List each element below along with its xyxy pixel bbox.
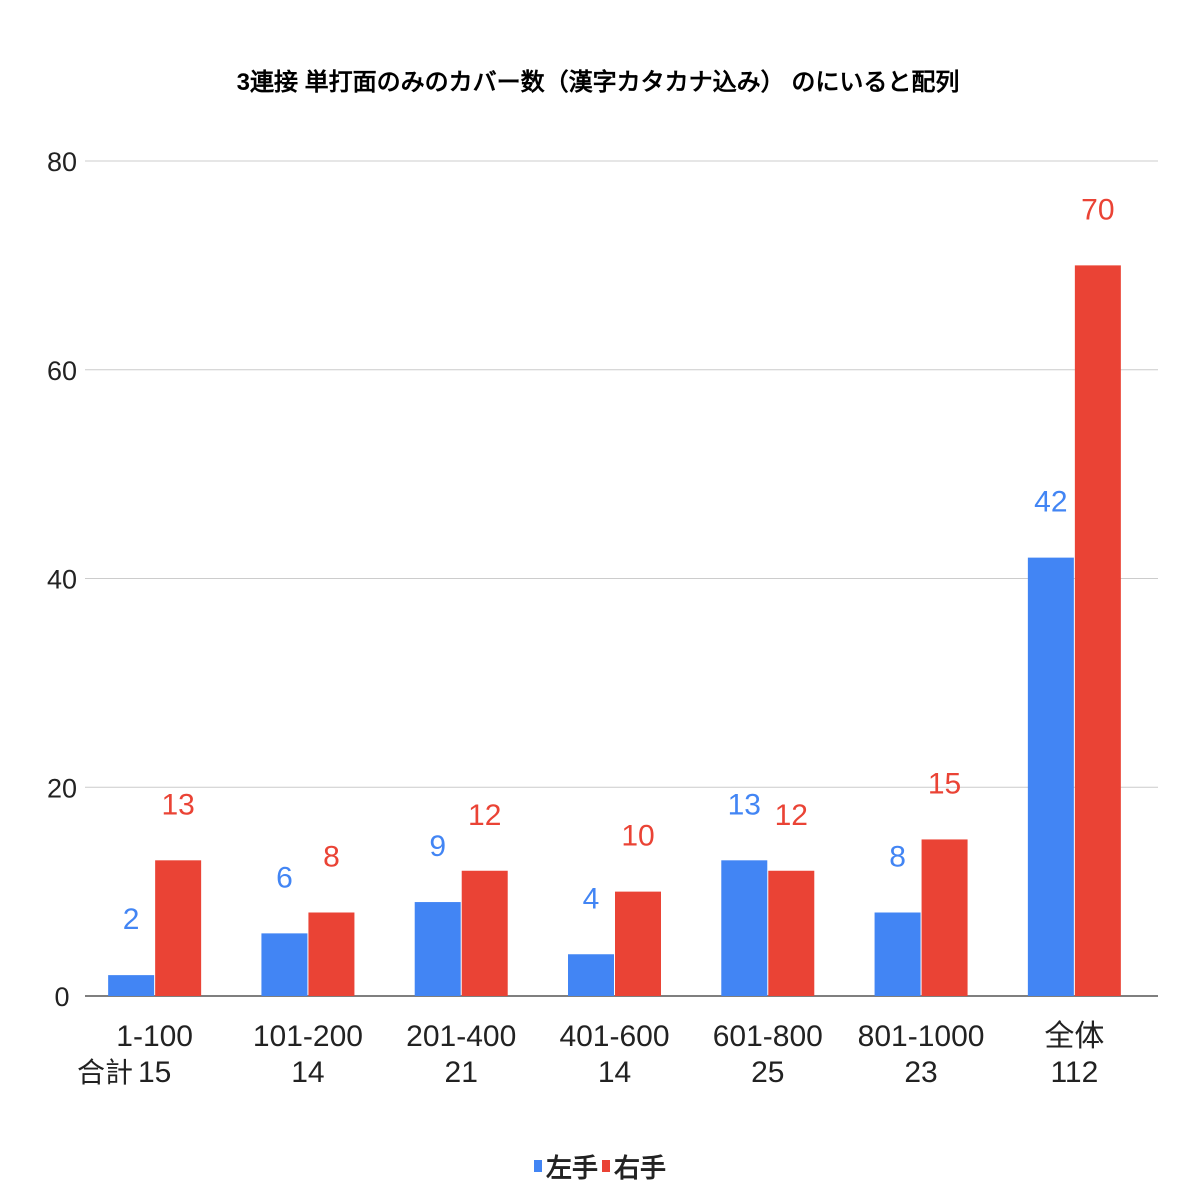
- x-tick-label: 1-100: [116, 1020, 193, 1053]
- bar-右手: [921, 839, 968, 996]
- total-row-label: 合計: [77, 1057, 133, 1088]
- bar-右手: [1074, 265, 1121, 996]
- bar-右手: [155, 860, 202, 996]
- y-tick-label: 80: [47, 147, 77, 177]
- data-label: 8: [323, 841, 340, 874]
- x-tick-label: 401-600: [559, 1020, 669, 1053]
- total-label: 25: [751, 1056, 784, 1089]
- bar-左手: [874, 912, 921, 996]
- bar-左手: [414, 902, 461, 996]
- legend-label: 左手: [546, 1153, 598, 1183]
- bar-右手: [461, 870, 508, 996]
- x-tick-label: 201-400: [406, 1020, 516, 1053]
- y-tick-label: 60: [47, 356, 77, 386]
- total-label: 14: [598, 1056, 631, 1089]
- data-label: 8: [889, 841, 906, 874]
- bar-左手: [721, 860, 768, 996]
- legend-label: 右手: [614, 1153, 666, 1183]
- data-label: 42: [1034, 486, 1067, 519]
- chart-title: 3連接 単打面のみのカバー数（漢字カタカナ込み） のにいると配列: [237, 68, 960, 96]
- data-label: 4: [583, 882, 600, 915]
- total-label: 112: [1050, 1056, 1098, 1089]
- y-tick-label: 40: [47, 565, 77, 595]
- x-tick-label: 601-800: [713, 1020, 823, 1053]
- data-label: 13: [161, 788, 194, 821]
- bar-左手: [261, 933, 308, 996]
- bar-左手: [1027, 557, 1074, 996]
- data-label: 13: [728, 788, 761, 821]
- legend-swatch: [602, 1160, 610, 1172]
- total-label: 15: [138, 1056, 171, 1089]
- y-tick-label: 0: [54, 982, 69, 1012]
- data-label: 12: [775, 799, 808, 832]
- legend-swatch: [534, 1160, 542, 1172]
- x-tick-label: 101-200: [253, 1020, 363, 1053]
- bar-右手: [615, 891, 661, 996]
- data-label: 12: [468, 799, 501, 832]
- y-tick-label: 20: [47, 773, 77, 803]
- data-label: 15: [928, 767, 961, 800]
- total-label: 14: [291, 1056, 324, 1089]
- bar-右手: [768, 870, 815, 996]
- data-label: 9: [429, 830, 446, 863]
- bar-右手: [308, 912, 355, 996]
- total-label: 21: [445, 1056, 478, 1089]
- bar-左手: [108, 975, 155, 996]
- data-label: 10: [621, 820, 654, 853]
- data-label: 70: [1081, 193, 1114, 226]
- bar-左手: [568, 954, 614, 996]
- data-label: 6: [276, 861, 293, 894]
- data-label: 2: [123, 903, 140, 936]
- x-tick-label: 全体: [1044, 1020, 1104, 1053]
- total-label: 23: [904, 1056, 937, 1089]
- x-tick-label: 801-1000: [858, 1020, 985, 1053]
